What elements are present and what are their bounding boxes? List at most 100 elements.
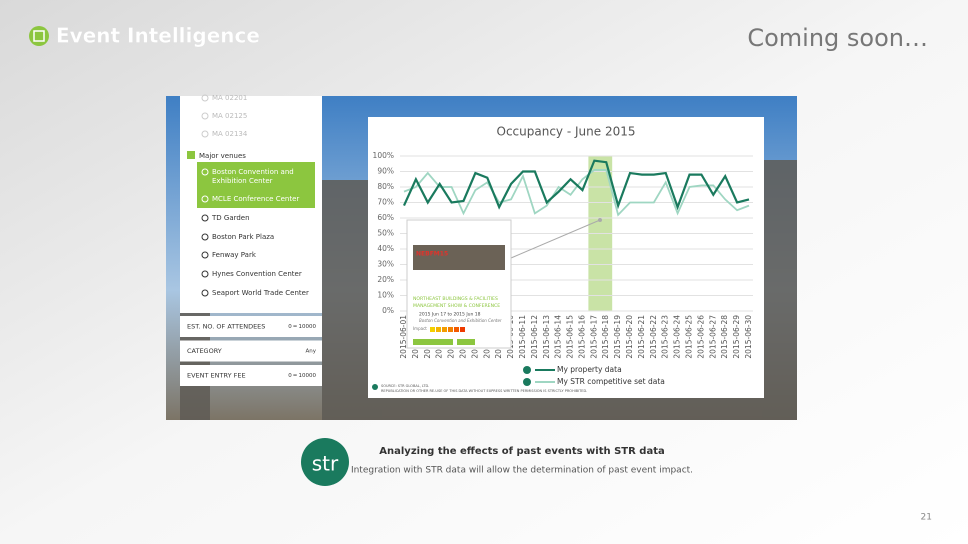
x-tick-label: 2015-06-15	[566, 315, 575, 359]
popup-dates: 2015 Jun 17 to 2015 Jun 18	[419, 312, 481, 318]
popup-title: NORTHEAST BUILDINGS & FACILITIES MANAGEME…	[413, 296, 500, 309]
chart-title: Occupancy - June 2015	[497, 125, 636, 139]
venue-item: Boston Convention and Exhibition Center	[212, 168, 294, 185]
venue-item: Hynes Convention Center	[212, 270, 302, 278]
y-tick-label: 40%	[377, 244, 394, 253]
y-tick-label: 80%	[377, 182, 394, 191]
popup-image	[413, 245, 505, 270]
legend-label: My STR competitive set data	[557, 377, 665, 386]
venue-line: Boston Convention and	[212, 168, 294, 176]
x-tick-label: 2015-06-13	[542, 315, 551, 359]
popup-impact: Impact	[413, 326, 427, 331]
impact-cell	[442, 327, 447, 332]
venue-line: Exhibition Center	[212, 177, 273, 185]
zip-item: MA 02134	[212, 130, 248, 138]
y-tick-label: 0%	[382, 306, 394, 315]
x-tick-label: 2015-06-12	[530, 315, 539, 359]
zip-item: MA 02201	[212, 94, 247, 102]
filter-value: Any	[305, 349, 316, 355]
calendar-icon	[33, 30, 45, 42]
y-tick-label: 70%	[377, 198, 394, 207]
popup	[406, 219, 512, 349]
selected-box	[197, 162, 315, 208]
str-logo	[301, 438, 349, 486]
radio	[201, 233, 209, 241]
x-tick-label: 2015-06-20	[625, 315, 634, 359]
popup-button[interactable]	[457, 339, 475, 345]
pointer-dot	[598, 218, 602, 222]
x-tick-label: 2015-06-28	[720, 315, 729, 359]
title-line: NORTHEAST BUILDINGS & FACILITIES	[413, 296, 498, 302]
status: Coming soon…	[747, 24, 928, 52]
x-tick-label: 2015-06-26	[696, 315, 705, 359]
radio	[201, 195, 209, 203]
y-tick-label: 20%	[377, 275, 394, 284]
filter-row	[180, 365, 322, 386]
x-tick-label: 2015-06-24	[673, 315, 682, 359]
x-tick-label: 2015-06-18	[601, 315, 610, 359]
filter-label: CATEGORY	[187, 347, 222, 355]
x-tick-label: 2015-06-22	[649, 315, 658, 359]
radio	[201, 289, 209, 297]
source-icon	[372, 384, 378, 390]
page-number: 21	[921, 513, 932, 523]
zip-item: MA 02125	[212, 112, 247, 120]
legend-icon	[523, 366, 531, 374]
impact-cell	[436, 327, 441, 332]
y-tick-label: 10%	[377, 291, 394, 300]
radio	[201, 94, 209, 102]
filter-row	[180, 316, 322, 337]
x-tick-label: 2015-06-23	[661, 315, 670, 359]
y-tick-label: 100%	[373, 151, 394, 160]
source-text: REPUBLICATION OR OTHER RE-USE OF THIS DA…	[381, 389, 587, 393]
x-tick-label: 2015-06-17	[589, 315, 598, 359]
x-tick-label: 2015-06-19	[613, 315, 622, 359]
footer-title: Analyzing the effects of past events wit…	[379, 446, 664, 457]
series-line	[402, 159, 750, 211]
venues-heading: Major venues	[199, 152, 246, 160]
radio	[201, 270, 209, 278]
x-tick-label: 2015-06-30	[744, 315, 753, 359]
source-text: SOURCE: STR GLOBAL, LTD.	[381, 384, 429, 388]
y-tick-label: 50%	[377, 229, 394, 238]
brand: Event Intelligence	[56, 24, 260, 48]
impact-cell	[430, 327, 435, 332]
venue-item: TD Garden	[211, 214, 250, 222]
venue-item: Seaport World Trade Center	[212, 289, 309, 297]
y-tick-label: 30%	[377, 260, 394, 269]
filter-row	[180, 340, 322, 362]
str-logo-text: str	[312, 452, 339, 476]
x-tick-label: 2015-06-25	[685, 315, 694, 359]
radio	[201, 168, 209, 176]
venue-item: Boston Park Plaza	[212, 233, 274, 241]
x-tick-label: 2015-06-21	[637, 315, 646, 359]
radio	[201, 130, 209, 138]
x-tick-label: 2015-06-01	[399, 315, 408, 359]
y-tick-label: 90%	[377, 167, 394, 176]
popup-code: NEBFM15	[416, 251, 448, 258]
x-tick-label: 2015-06-14	[554, 315, 563, 359]
filter-label: EVENT ENTRY FEE	[187, 372, 246, 380]
series-line	[403, 169, 750, 217]
x-tick-label: 2015-06-29	[732, 315, 741, 359]
brand-icon	[29, 26, 49, 46]
footer-text: Integration with STR data will allow the…	[351, 466, 693, 476]
impact-cell	[448, 327, 453, 332]
legend-icon	[523, 378, 531, 386]
y-tick-label: 60%	[377, 213, 394, 222]
impact-cell	[460, 327, 465, 332]
popup-button[interactable]	[413, 339, 453, 345]
pointer	[510, 219, 601, 259]
radio	[201, 214, 209, 222]
x-tick-label: 2015-06-16	[577, 315, 586, 359]
x-tick-label: 2015-06-27	[708, 315, 717, 359]
filter-label: EST. NO. OF ATTENDEES	[187, 323, 265, 331]
legend-label: My property data	[557, 365, 622, 374]
radio	[201, 112, 209, 120]
checkbox	[187, 151, 195, 159]
filter-value: 0 ━ 10000	[288, 324, 316, 330]
title-line: MANAGEMENT SHOW & CONFERENCE	[413, 303, 500, 309]
radio	[201, 251, 209, 259]
